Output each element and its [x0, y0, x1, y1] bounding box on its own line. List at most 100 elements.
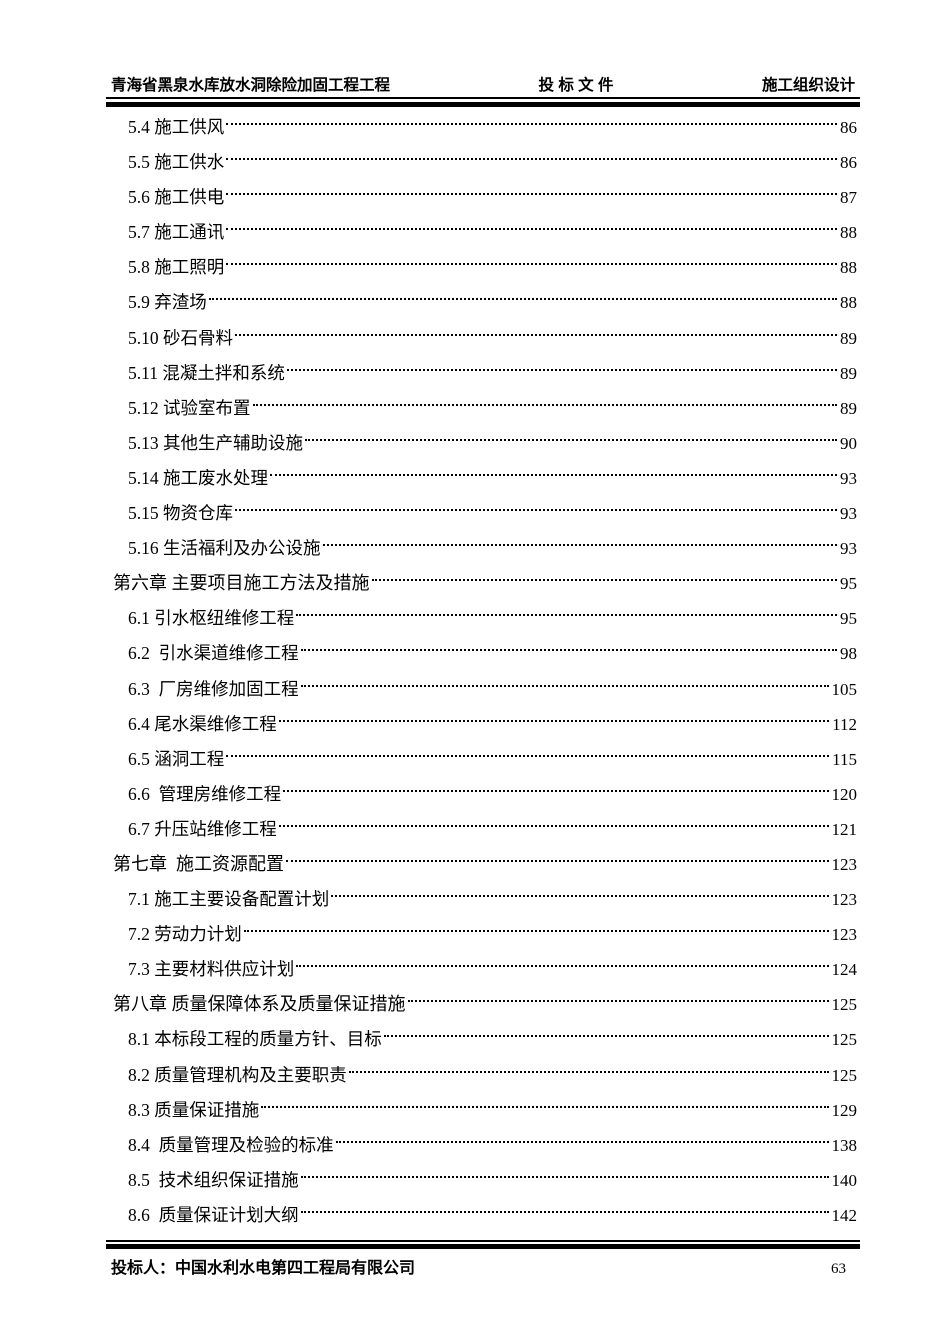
footer-row: 投标人：中国水利水电第四工程局有限公司 63: [106, 1254, 860, 1278]
toc-entry-title: 7.2 劳动力计划: [128, 924, 242, 945]
toc-entry[interactable]: 8.2 质量管理机构及主要职责 125: [113, 1058, 857, 1093]
toc-entry-title: 6.7 升压站维修工程: [128, 818, 277, 839]
toc-entry[interactable]: 5.15 物资仓库 93: [113, 496, 857, 531]
toc-entry-title: 第八章 质量保障体系及质量保证措施: [113, 994, 406, 1015]
toc-page-number: 105: [831, 679, 858, 699]
toc-page-number: 125: [831, 1030, 858, 1050]
toc-entry-title: 7.1 施工主要设备配置计划: [128, 889, 330, 910]
toc-entry[interactable]: 5.13 其他生产辅助设施 90: [113, 426, 857, 461]
toc-entry[interactable]: 8.6 质量保证计划大纲 142: [113, 1198, 857, 1233]
toc-page-number: 89: [840, 363, 857, 383]
toc-entry[interactable]: 7.3 主要材料供应计划 124: [113, 952, 857, 987]
toc-page-number: 138: [831, 1135, 858, 1155]
toc-page-number: 88: [840, 293, 857, 313]
toc-entry[interactable]: 5.4 施工供风 86: [113, 110, 857, 145]
toc-page-number: 86: [840, 118, 857, 137]
toc-page-number: 87: [840, 188, 857, 208]
header-document-type: 投 标 文 件: [538, 77, 614, 94]
toc-entry[interactable]: 第六章 主要项目施工方法及措施 95: [113, 566, 857, 601]
toc-entry-title: 8.1 本标段工程的质量方针、目标: [128, 1029, 382, 1050]
toc-entry[interactable]: 5.8 施工照明 88: [113, 250, 857, 285]
toc-page-number: 98: [840, 644, 857, 664]
toc-entry-title: 7.3 主要材料供应计划: [128, 959, 295, 980]
toc-page-number: 129: [831, 1100, 858, 1120]
toc-entry[interactable]: 7.2 劳动力计划 123: [113, 917, 857, 952]
toc-entry-title: 5.12 试验室布置: [128, 397, 251, 418]
toc-entry-title: 8.5 技术组织保证措施: [128, 1169, 299, 1190]
toc-entry-title: 5.13 其他生产辅助设施: [128, 432, 303, 453]
toc-entry[interactable]: 第七章 施工资源配置 123: [113, 847, 857, 882]
header-project-title: 青海省黑泉水库放水洞除险加固工程工程: [111, 77, 391, 94]
toc-entry-title: 6.2 引水渠道维修工程: [128, 643, 299, 664]
toc-entry[interactable]: 6.5 涵洞工程 115: [113, 742, 857, 777]
toc-page-number: 124: [831, 960, 858, 980]
toc-entry-title: 8.3 质量保证措施: [128, 1099, 260, 1120]
toc-entry-title: 6.5 涵洞工程: [128, 748, 225, 769]
toc-entry[interactable]: 7.1 施工主要设备配置计划 123: [113, 882, 857, 917]
toc-entry[interactable]: 5.12 试验室布置 89: [113, 391, 857, 426]
toc-page-number: 90: [840, 433, 857, 453]
header-section-title: 施工组织设计: [761, 77, 855, 94]
toc-entry-title: 5.4 施工供风: [128, 117, 225, 137]
toc-entry[interactable]: 5.7 施工通讯 88: [113, 215, 857, 250]
toc-entry[interactable]: 5.16 生活福利及办公设施 93: [113, 531, 857, 566]
toc-page-number: 121: [831, 819, 858, 839]
toc-entry-title: 5.6 施工供电: [128, 187, 225, 208]
toc-page-number: 88: [840, 258, 857, 278]
toc-entry-title: 5.8 施工照明: [128, 257, 225, 278]
toc-page-number: 142: [831, 1205, 858, 1225]
toc-entry-title: 6.6 管理房维修工程: [128, 783, 282, 804]
toc-entry-title: 5.5 施工供水: [128, 152, 225, 173]
toc-entry[interactable]: 6.3 厂房维修加固工程 105: [113, 672, 857, 707]
toc-page-number: 93: [840, 539, 857, 559]
toc-page-number: 140: [831, 1170, 858, 1190]
toc-entry[interactable]: 5.10 砂石骨料 89: [113, 321, 857, 356]
footer-bidder-name: 投标人：中国水利水电第四工程局有限公司: [111, 1260, 416, 1277]
toc-page-number: 93: [840, 468, 857, 488]
table-of-contents: 5.4 施工供风 86 5.5 施工供水 86 5.6 施工供电 87 5.7 …: [113, 110, 857, 1233]
toc-entry-title: 第六章 主要项目施工方法及措施: [113, 573, 370, 594]
toc-entry[interactable]: 5.6 施工供电 87: [113, 180, 857, 215]
toc-entry[interactable]: 8.1 本标段工程的质量方针、目标 125: [113, 1022, 857, 1057]
toc-entry-title: 8.4 质量管理及检验的标准: [128, 1134, 334, 1155]
toc-entry[interactable]: 6.1 引水枢纽维修工程 95: [113, 601, 857, 636]
toc-entry-title: 8.2 质量管理机构及主要职责: [128, 1064, 347, 1085]
toc-entry[interactable]: 6.4 尾水渠维修工程 112: [113, 707, 857, 742]
toc-entry-title: 5.9 弃渣场: [128, 292, 207, 313]
toc-entry[interactable]: 8.3 质量保证措施 129: [113, 1093, 857, 1128]
toc-page-number: 89: [840, 398, 857, 418]
header-row: 青海省黑泉水库放水洞除险加固工程工程 投 标 文 件 施工组织设计: [106, 76, 860, 99]
toc-entry-title: 第七章 施工资源配置: [113, 853, 284, 874]
footer-page-number: 63: [831, 1261, 846, 1277]
toc-page-number: 86: [840, 153, 857, 173]
header-rule-thick: [106, 102, 860, 107]
toc-page-number: 125: [831, 995, 858, 1015]
toc-entry[interactable]: 6.7 升压站维修工程 121: [113, 812, 857, 847]
toc-entry[interactable]: 5.9 弃渣场 88: [113, 285, 857, 320]
toc-page-number: 120: [831, 784, 858, 804]
toc-entry-title: 8.6 质量保证计划大纲: [128, 1204, 299, 1225]
toc-page-number: 115: [832, 749, 857, 769]
toc-page-number: 95: [840, 574, 857, 594]
toc-entry[interactable]: 8.4 质量管理及检验的标准 138: [113, 1128, 857, 1163]
toc-entry-title: 6.3 厂房维修加固工程: [128, 678, 299, 699]
toc-page-number: 123: [831, 854, 858, 874]
toc-entry-title: 6.4 尾水渠维修工程: [128, 713, 277, 734]
toc-entry[interactable]: 5.11 混凝土拌和系统 89: [113, 356, 857, 391]
footer-rule-thin: [106, 1240, 860, 1242]
toc-entry[interactable]: 6.2 引水渠道维修工程 98: [113, 636, 857, 671]
toc-entry-title: 5.7 施工通讯: [128, 222, 225, 243]
toc-entry[interactable]: 5.14 施工废水处理 93: [113, 461, 857, 496]
toc-entry-title: 5.11 混凝土拌和系统: [128, 362, 285, 383]
toc-page-number: 125: [831, 1065, 858, 1085]
toc-entry-title: 5.10 砂石骨料: [128, 327, 233, 348]
page-footer: 投标人：中国水利水电第四工程局有限公司 63: [106, 1240, 860, 1278]
toc-page-number: 88: [840, 223, 857, 243]
toc-entry[interactable]: 6.6 管理房维修工程 120: [113, 777, 857, 812]
toc-page-number: 112: [832, 714, 857, 734]
toc-page-number: 93: [840, 504, 857, 524]
toc-entry[interactable]: 8.5 技术组织保证措施 140: [113, 1163, 857, 1198]
toc-page-number: 123: [831, 925, 858, 945]
toc-entry[interactable]: 第八章 质量保障体系及质量保证措施 125: [113, 987, 857, 1022]
toc-entry[interactable]: 5.5 施工供水 86: [113, 145, 857, 180]
